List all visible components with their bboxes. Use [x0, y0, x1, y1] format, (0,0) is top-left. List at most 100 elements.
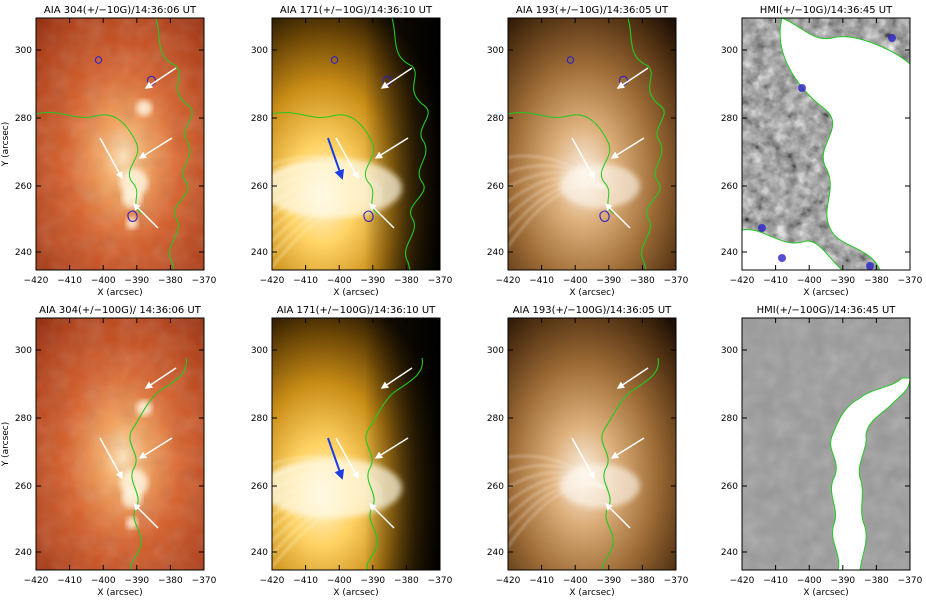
- x-tick-label: −400: [91, 276, 116, 286]
- x-tick-label: −420: [260, 276, 285, 286]
- x-tick-label: −400: [563, 576, 588, 586]
- x-axis-label: X (arcsec): [803, 588, 848, 598]
- panel-3: −420 −410 −400 −390 −380 −370 300 280 260 240 AIA …: [487, 5, 689, 298]
- annotation-arrow: [144, 67, 177, 89]
- y-tick-label: 240: [487, 548, 504, 558]
- x-axis-label: X (arcsec): [97, 288, 142, 298]
- annotation-arrow-blue: [327, 437, 345, 480]
- x-tick-label: −410: [293, 276, 318, 286]
- x-tick-label: −410: [763, 576, 788, 586]
- annotation-arrow: [616, 367, 649, 389]
- panel-title: AIA 193(+/−100G)/14:36:05 UT: [513, 305, 672, 316]
- x-tick-label: −370: [192, 576, 217, 586]
- x-tick-label: −370: [428, 276, 453, 286]
- y-tick-label: 260: [251, 482, 268, 492]
- y-tick-label: 300: [721, 46, 738, 56]
- x-tick-label: −390: [830, 576, 855, 586]
- y-tick-label: 240: [15, 248, 32, 258]
- panel-7: −420 −410 −400 −390 −380 −370 300 280 260 240 AIA …: [487, 305, 689, 598]
- x-tick-label: −400: [327, 576, 352, 586]
- panel-title: HMI(+/−10G)/14:36:45 UT: [760, 5, 893, 16]
- x-tick-label: −390: [124, 576, 149, 586]
- y-tick-label: 260: [721, 482, 738, 492]
- x-axis-label: X (arcsec): [569, 288, 614, 298]
- annotation-arrow: [368, 202, 395, 229]
- y-tick-label: 280: [721, 414, 738, 424]
- x-tick-label: −370: [664, 276, 689, 286]
- annotation-arrow: [138, 137, 173, 159]
- y-tick-label: 280: [251, 114, 268, 124]
- panel-frame: [507, 17, 677, 271]
- x-tick-label: −410: [763, 276, 788, 286]
- panel-4: −420 −410 −400 −390 −380 −370 300 280 260 240 HMI(…: [721, 5, 923, 298]
- panel-title: AIA 171(+/−100G)/14:36:10 UT: [277, 305, 436, 316]
- annotation-arrow: [604, 502, 631, 529]
- panel-title: AIA 304(+/−10G)/14:36:06 UT: [44, 5, 197, 16]
- y-tick-label: 300: [487, 46, 504, 56]
- x-tick-label: −380: [864, 276, 889, 286]
- x-axis-label: X (arcsec): [333, 588, 378, 598]
- y-tick-label: 300: [15, 46, 32, 56]
- y-tick-label: 280: [487, 414, 504, 424]
- x-tick-label: −410: [529, 576, 554, 586]
- y-tick-label: 280: [487, 114, 504, 124]
- x-tick-label: −390: [360, 576, 385, 586]
- x-tick-label: −420: [496, 276, 521, 286]
- x-tick-label: −370: [192, 276, 217, 286]
- x-tick-label: −380: [630, 276, 655, 286]
- x-axis-label: X (arcsec): [97, 588, 142, 598]
- x-tick-label: −400: [563, 276, 588, 286]
- annotation-arrow: [99, 137, 123, 180]
- panel-frame: [271, 17, 441, 271]
- x-tick-label: −380: [864, 576, 889, 586]
- x-tick-label: −370: [898, 276, 923, 286]
- panel-5: −420 −410 −400 −390 −380 −370 300 280 260 240 AIA …: [1, 305, 217, 598]
- x-tick-label: −410: [293, 576, 318, 586]
- panel-image: [742, 318, 910, 570]
- panel-frame: [35, 317, 205, 571]
- x-tick-label: −400: [327, 276, 352, 286]
- annotation-arrow: [138, 437, 173, 459]
- y-tick-label: 260: [487, 482, 504, 492]
- x-tick-label: −420: [24, 276, 49, 286]
- x-tick-label: −420: [730, 276, 755, 286]
- panel-image: [508, 18, 676, 270]
- x-tick-label: −370: [664, 576, 689, 586]
- y-tick-label: 260: [15, 182, 32, 192]
- panel-image: [36, 318, 204, 570]
- annotation-arrow: [335, 137, 359, 180]
- x-axis-label: X (arcsec): [803, 288, 848, 298]
- panel-6: −420 −410 −400 −390 −380 −370 300 280 260 240 AIA …: [251, 305, 453, 598]
- panel-title: AIA 193(+/−10G)/14:36:05 UT: [516, 5, 669, 16]
- y-tick-label: 300: [721, 346, 738, 356]
- x-tick-label: −380: [394, 276, 419, 286]
- y-tick-label: 240: [721, 548, 738, 558]
- annotation-arrow: [368, 502, 395, 529]
- x-tick-label: −390: [596, 576, 621, 586]
- annotation-arrow-blue: [327, 137, 345, 180]
- annotation-arrow: [144, 367, 177, 389]
- y-tick-label: 280: [721, 114, 738, 124]
- annotation-arrow: [132, 502, 159, 529]
- x-tick-label: −400: [91, 576, 116, 586]
- y-tick-label: 300: [251, 46, 268, 56]
- x-tick-label: −390: [596, 276, 621, 286]
- panel-title: AIA 304(+/−100G)/ 14:36:06 UT: [39, 305, 202, 316]
- x-axis-label: X (arcsec): [569, 588, 614, 598]
- x-tick-label: −410: [57, 276, 82, 286]
- panel-frame: [271, 317, 441, 571]
- x-tick-label: −420: [730, 576, 755, 586]
- y-tick-label: 240: [251, 548, 268, 558]
- annotation-arrow: [374, 437, 409, 459]
- panel-frame: [741, 17, 911, 271]
- panel-frame: [35, 17, 205, 271]
- y-tick-label: 240: [251, 248, 268, 258]
- x-tick-label: −400: [797, 576, 822, 586]
- x-tick-label: −390: [124, 276, 149, 286]
- y-axis-label: Y (arcsec): [1, 122, 11, 168]
- panel-image: [272, 318, 440, 570]
- y-tick-label: 240: [487, 248, 504, 258]
- panel-8: −420 −410 −400 −390 −380 −370 300 280 260 240 HMI(…: [721, 305, 923, 598]
- annotation-arrow: [380, 367, 413, 389]
